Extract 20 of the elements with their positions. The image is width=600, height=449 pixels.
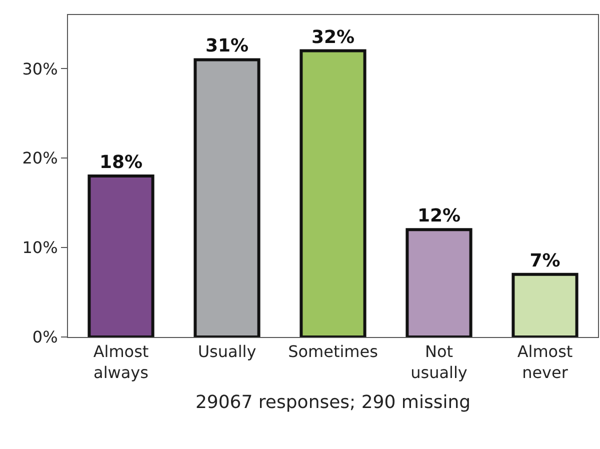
y-tick-label: 30% (22, 59, 58, 78)
data-label: 18% (99, 152, 143, 173)
bar (406, 228, 472, 337)
data-label: 32% (311, 26, 355, 48)
data-label: 12% (417, 206, 461, 227)
y-tick-label: 20% (22, 148, 58, 168)
x-tick-label: Sometimes (288, 342, 378, 362)
x-tick-label: Almost always (93, 342, 149, 382)
bar (88, 174, 154, 337)
bar (194, 58, 260, 337)
y-tick-label: 10% (22, 238, 58, 258)
x-axis-title: 29067 responses; 290 missing (195, 392, 471, 414)
x-tick-label: Usually (198, 342, 256, 362)
x-tick-label: Not usually (410, 342, 468, 382)
data-label: 31% (205, 36, 249, 57)
y-tick-label: 0% (32, 328, 58, 347)
x-tick-label: Almost never (517, 342, 573, 382)
bar (512, 272, 578, 337)
data-label: 7% (530, 250, 560, 272)
bar (300, 49, 366, 337)
